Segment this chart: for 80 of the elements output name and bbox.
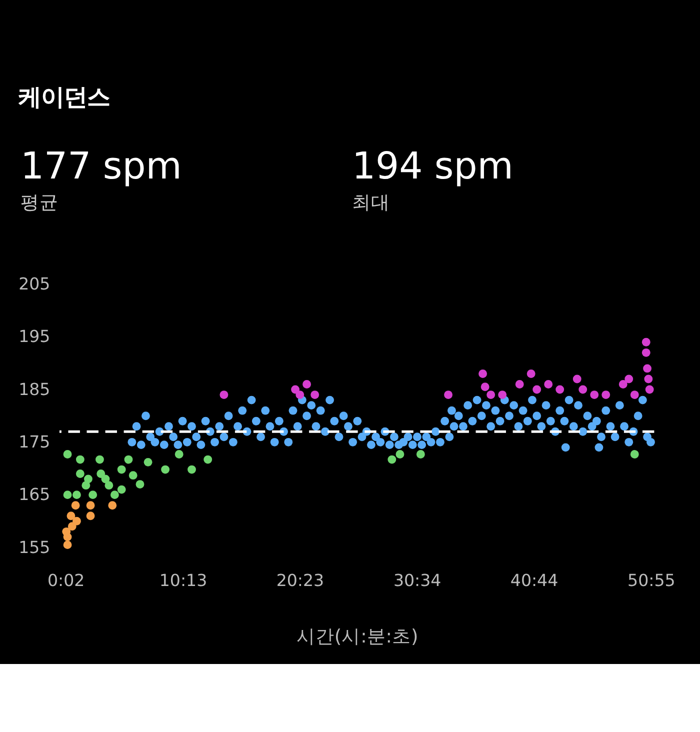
y-tick-label: 175: [18, 432, 50, 452]
point: [117, 465, 126, 474]
point: [66, 512, 76, 520]
point: [63, 450, 72, 458]
point: [498, 390, 507, 399]
x-tick-label: 50:55: [628, 570, 676, 590]
point: [88, 490, 98, 500]
point: [630, 450, 639, 458]
point: [532, 385, 542, 394]
point: [310, 390, 320, 399]
point: [572, 374, 582, 384]
x-tick-label: 10:13: [159, 570, 208, 590]
point: [71, 501, 80, 510]
point: [63, 490, 72, 500]
point: [101, 474, 110, 484]
point: [136, 480, 144, 488]
point: [515, 380, 524, 388]
point: [291, 385, 300, 394]
point: [478, 370, 488, 378]
point: [578, 385, 588, 394]
point: [144, 458, 152, 466]
point: [110, 490, 119, 500]
x-tick-label: 20:23: [276, 570, 324, 590]
point: [128, 471, 138, 480]
point: [396, 450, 404, 458]
point: [96, 470, 106, 478]
point: [188, 465, 196, 474]
point: [642, 348, 650, 357]
point: [117, 485, 126, 494]
point: [72, 490, 81, 500]
point: [416, 450, 425, 458]
text: 177 spm: [20, 144, 182, 188]
point: [642, 338, 650, 346]
point: [76, 455, 84, 464]
point: [302, 380, 312, 388]
chart-title: 케이던스: [18, 82, 110, 111]
text: 194 spm: [352, 144, 514, 188]
point: [444, 390, 452, 399]
point: [296, 390, 304, 399]
point: [526, 370, 536, 378]
point: [174, 450, 184, 458]
point: [96, 455, 104, 464]
y-tick-label: 195: [18, 327, 50, 346]
y-tick-label: 185: [18, 380, 50, 399]
point: [644, 374, 653, 384]
point: [108, 501, 117, 510]
point: [104, 481, 114, 490]
point: [590, 390, 599, 399]
x-tick-label: 0:02: [47, 570, 85, 590]
y-tick-label: 165: [18, 485, 50, 504]
point: [63, 540, 72, 550]
point: [72, 516, 81, 526]
point: [220, 390, 228, 399]
point: [480, 382, 490, 392]
text: 최대: [352, 192, 390, 214]
point: [86, 512, 95, 520]
point: [161, 465, 170, 474]
y-tick-label: 205: [18, 274, 50, 294]
point: [624, 374, 634, 384]
point: [643, 364, 652, 373]
point: [124, 455, 133, 464]
x-tick-label: 40:44: [510, 570, 558, 590]
point: [630, 390, 639, 399]
point: [86, 501, 95, 510]
point: [618, 380, 628, 388]
point: [388, 455, 396, 464]
point: [544, 380, 553, 388]
y-tick-label: 155: [18, 538, 50, 557]
point: [486, 390, 496, 399]
point: [645, 385, 654, 394]
point: [62, 527, 71, 536]
x-axis-title: 시간(시:분:초): [296, 626, 418, 648]
point: [76, 470, 84, 478]
point: [84, 474, 92, 484]
x-tick-label: 30:34: [393, 570, 442, 590]
point: [204, 455, 212, 464]
point: [556, 385, 564, 394]
point: [68, 522, 76, 531]
text: 평균: [20, 192, 58, 214]
point: [602, 390, 610, 399]
